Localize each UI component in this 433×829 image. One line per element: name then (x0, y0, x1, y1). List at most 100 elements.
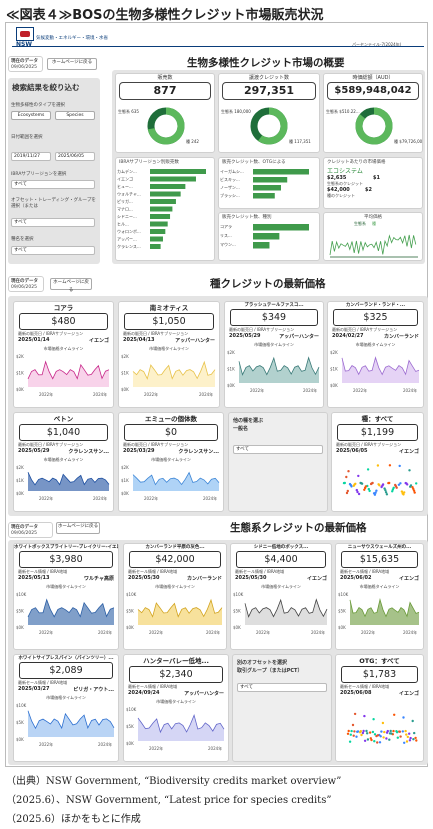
data-date-label: 現在のデータ (11, 59, 38, 64)
date-from-input[interactable]: 2019/11/27 (11, 152, 51, 161)
scatter-point (400, 490, 404, 493)
y-tick-label: $0K (330, 383, 338, 388)
bar (253, 233, 280, 240)
species-name-select[interactable]: すべて (11, 246, 95, 255)
timeline-area (28, 599, 114, 625)
card-region: アッパーハンター (184, 691, 224, 697)
donut-legend: 種 $79,726,004 (394, 138, 422, 144)
species-date-box: 現在のデータ 09/06/2025 (8, 276, 44, 292)
kpi-card-value: 時価総額（AUD） $589,948,042 生態系 $510.22... 種 $… (323, 73, 423, 153)
kpi-card-sales: 販売数 877 生態系 635 種 242 (115, 73, 215, 153)
timeline-line (132, 360, 216, 380)
y-tick-label: $2K (330, 350, 338, 355)
card-sub: 最新セール情報 / IBRA地域 (128, 569, 178, 574)
x-tick-label: 2024年 (303, 387, 317, 393)
bar-label: ピリガ... (117, 198, 133, 204)
scatter-point (398, 730, 402, 733)
ibra-select[interactable]: すべて (11, 180, 95, 189)
filter-title: 検索結果を絞り込む (12, 83, 80, 92)
scatter-point (395, 731, 399, 734)
offset-select[interactable]: すべて (11, 218, 95, 227)
card-name: シドニー低地のボックス... (253, 545, 309, 550)
eco-select[interactable]: すべて (237, 683, 327, 692)
scatter-point (363, 714, 366, 718)
bar (150, 191, 181, 197)
species-home-button[interactable]: ホームページに戻る (50, 278, 92, 293)
eco-card: カンバーランド平原の灰色... $42,000 最新セール情報 / IBRA地域… (123, 543, 227, 650)
card-date: 2025/05/30 (128, 575, 160, 581)
bar-label: ウォロンボ... (117, 228, 141, 234)
scatter-point (409, 484, 413, 487)
type-species-button[interactable]: Species (55, 111, 95, 120)
timeline-line (238, 356, 320, 376)
donut-legend: 種 117,351 (289, 138, 311, 144)
data-date-label: 現在のデータ (11, 279, 38, 284)
species-bar-panel: 販売クレジット数、種別 コアラ リス... マウン... (218, 212, 320, 261)
y-tick-label: $1K (16, 478, 24, 483)
timeline-area (28, 472, 109, 491)
timeline-label: 市場価格タイムライン (149, 346, 189, 351)
scatter-point (396, 736, 399, 739)
donut-chart-credits: 生態系 180,000 種 117,351 (221, 107, 311, 145)
scatter-point (371, 730, 375, 734)
scatter-point (380, 730, 383, 733)
scatter-point (343, 481, 346, 485)
date-to-input[interactable]: 2025/06/05 (55, 152, 95, 161)
scatter-point (378, 484, 381, 487)
species-all-card: 種：すべて $1,199 最新の販売日 / IBRAサブリージョン 2025/0… (331, 412, 424, 512)
card-region: イエンゴ (399, 449, 419, 455)
bar (253, 185, 281, 191)
y-tick-label: $1K (121, 371, 129, 376)
kpi-value: 297,351 (222, 82, 316, 100)
y-tick-label: $0K (16, 491, 24, 496)
bar-label: カムデン... (117, 168, 137, 174)
price-timeline-chart: $2K $1K $0K 2022年 2024年 (16, 354, 110, 397)
bar (253, 224, 309, 231)
timeline-label: 市場価格タイムライン (156, 699, 196, 704)
x-tick-label: 2024年 (203, 495, 217, 501)
scatter-point (398, 464, 401, 468)
scatter-point (376, 464, 380, 467)
card-price: $480 (19, 313, 108, 330)
bar (150, 229, 166, 234)
card-name: カンバーランド平原の灰色... (145, 545, 205, 550)
scatter-point (348, 740, 352, 743)
scatter-point (356, 490, 359, 494)
bar-label: クラレンス... (117, 243, 141, 249)
scatter-point (353, 730, 356, 733)
card-price: $1,783 (341, 666, 418, 683)
overview-title: 生物多様性クレジット市場の概要 (187, 57, 345, 69)
card-region: イエンゴ (307, 576, 327, 582)
price-timeline-chart: $10K $5K $0K 2022年 2024年 (338, 592, 420, 635)
date-range-label: 日付範囲を選択 (11, 135, 43, 140)
data-date: 09/06/2025 (11, 65, 37, 70)
timeline-area (350, 599, 419, 625)
timeline-label: 市場価格タイムライン (155, 584, 195, 589)
scatter-point (399, 482, 402, 485)
bar (150, 244, 161, 249)
scatter-point (411, 719, 414, 723)
y-tick-label: $10K (338, 592, 349, 597)
eco-home-button[interactable]: ホームページに戻る (56, 522, 100, 534)
y-tick-label: $0K (233, 625, 241, 630)
scatter-point (388, 481, 391, 485)
x-tick-label: 2022年 (144, 391, 158, 397)
card-date: 2025/06/05 (336, 448, 368, 454)
scatter-point (368, 489, 371, 493)
timeline-area (342, 357, 419, 383)
card-sub: 最新の販売日 / IBRAサブリージョン (332, 327, 398, 332)
avg-price-chart (329, 234, 418, 258)
species-select[interactable]: すべて (233, 445, 323, 454)
species-name-label: 種名を選択 (11, 237, 34, 242)
y-tick-label: $0K (121, 387, 129, 392)
species-card: エミューの個体数 $0 最新の販売日 / IBRAサブリージョン 2025/03… (118, 412, 224, 512)
type-ecosystems-button[interactable]: Ecosystems (11, 111, 51, 120)
y-tick-label: $1K (330, 367, 338, 372)
species-select-panel: 他の種を選ぶ 一般名 すべて (228, 412, 328, 512)
scatter-point (346, 489, 349, 493)
y-tick-label: $0K (126, 625, 134, 630)
scatter-point (360, 733, 363, 737)
timeline-line (137, 598, 223, 618)
scatter-point (368, 731, 372, 734)
home-button[interactable]: ホームページに戻る (47, 58, 97, 70)
